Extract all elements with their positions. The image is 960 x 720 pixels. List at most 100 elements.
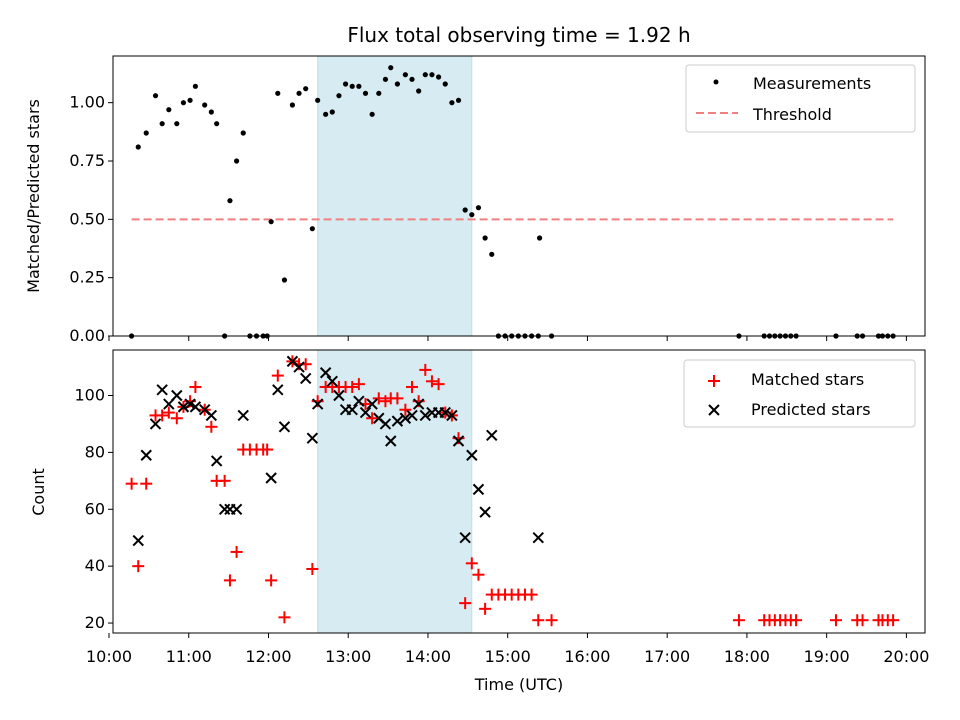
predicted-star-point bbox=[419, 409, 432, 422]
measurement-point bbox=[475, 205, 482, 211]
measurement-point bbox=[159, 121, 165, 127]
matched-star-point bbox=[189, 380, 202, 393]
measurement-point bbox=[240, 130, 246, 136]
legend-label-measurements: Measurements bbox=[753, 74, 871, 93]
matched-star-point bbox=[230, 545, 243, 558]
matched-star-point bbox=[856, 614, 869, 627]
predicted-star-point bbox=[311, 398, 324, 410]
measurement-point bbox=[349, 83, 355, 89]
predicted-star-point bbox=[299, 372, 312, 385]
matched-star-point bbox=[829, 614, 842, 627]
matched-star-point bbox=[459, 597, 472, 610]
matched-star-point bbox=[545, 614, 558, 627]
matched-star-point bbox=[125, 477, 138, 490]
y-tick-label: 1.00 bbox=[69, 93, 105, 112]
matched-star-point bbox=[732, 614, 745, 627]
predicted-star-point bbox=[184, 398, 196, 410]
measurement-point bbox=[268, 219, 274, 225]
plot-frame bbox=[112, 55, 926, 337]
measurement-point bbox=[214, 121, 220, 127]
predicted-star-point bbox=[326, 375, 338, 387]
measurement-point bbox=[309, 226, 315, 232]
predicted-star-point bbox=[333, 389, 345, 402]
legend-label-predicted: Predicted stars bbox=[751, 400, 871, 419]
legend: Matched stars Predicted stars bbox=[683, 359, 916, 428]
predicted-star-point bbox=[278, 421, 291, 433]
measurement-point bbox=[323, 111, 329, 117]
measurement-point bbox=[208, 109, 214, 115]
legend-box bbox=[683, 359, 916, 428]
plot-frame bbox=[112, 349, 926, 634]
predicted-star-point bbox=[189, 401, 202, 413]
measurement-point bbox=[296, 90, 302, 96]
x-tick-label: 15:00 bbox=[485, 647, 531, 666]
predicted-star-point bbox=[171, 389, 183, 402]
predicted-star-point bbox=[265, 472, 277, 484]
matched-star-point bbox=[223, 574, 236, 587]
matched-star-point bbox=[399, 403, 412, 416]
measurement-point bbox=[152, 93, 159, 99]
predicted-star-point bbox=[452, 435, 465, 447]
measurement-point bbox=[449, 100, 455, 106]
matched-star-point bbox=[479, 602, 492, 615]
y-tick-label: 0.00 bbox=[69, 326, 105, 345]
matched-star-point bbox=[352, 378, 365, 391]
y-axis-ticks: 20 40 60 80 100 bbox=[74, 386, 113, 632]
matched-star-point bbox=[391, 392, 404, 405]
measurement-point bbox=[329, 109, 335, 115]
x-tick-label: 17:00 bbox=[644, 647, 690, 666]
matched-star-point bbox=[278, 611, 291, 624]
predicted-star-point bbox=[177, 401, 190, 413]
measurement-point bbox=[429, 72, 435, 78]
x-axis-label: Time (UTC) bbox=[474, 675, 563, 694]
predicted-star-point bbox=[366, 398, 378, 410]
predicted-star-point bbox=[272, 384, 284, 396]
legend-marker-matched bbox=[708, 375, 720, 387]
x-tick-label: 20:00 bbox=[883, 647, 929, 666]
bottom-panel: 20 40 60 80 100 10:00 11:00 12:00 13:00 14:00 15:… bbox=[29, 349, 929, 694]
measurement-point bbox=[187, 97, 193, 103]
measurement-point bbox=[180, 100, 187, 106]
matched-star-point bbox=[306, 563, 319, 576]
legend-marker-predicted bbox=[708, 404, 720, 416]
y-axis-label: Matched/Predicted stars bbox=[24, 99, 43, 293]
measurement-point bbox=[388, 65, 394, 71]
measurement-point bbox=[382, 76, 389, 82]
predicted-star-point bbox=[466, 449, 478, 461]
plot-marks bbox=[125, 355, 900, 627]
x-axis-ticks bbox=[108, 336, 907, 341]
y-tick-label: 60 bbox=[85, 499, 105, 518]
highlight-span bbox=[317, 349, 473, 634]
predicted-star-point bbox=[399, 412, 412, 424]
x-tick-label: 18:00 bbox=[724, 647, 770, 666]
measurement-point bbox=[536, 235, 543, 241]
predicted-star-point bbox=[532, 532, 544, 544]
predicted-star-point bbox=[353, 395, 365, 407]
x-tick-label: 10:00 bbox=[86, 647, 132, 666]
x-tick-label: 11:00 bbox=[166, 647, 212, 666]
top-panel: Flux total observing time = 1.92 h 0.000… bbox=[24, 23, 926, 345]
measurement-point bbox=[356, 83, 362, 89]
matched-star-point bbox=[265, 574, 278, 587]
measurement-point bbox=[336, 93, 342, 99]
predicted-star-point bbox=[486, 429, 498, 442]
predicted-star-point bbox=[132, 534, 144, 547]
matched-star-point bbox=[525, 588, 538, 601]
measurement-point bbox=[394, 81, 400, 87]
measurement-point bbox=[482, 235, 488, 241]
predicted-star-point bbox=[237, 409, 249, 422]
matched-star-point bbox=[790, 614, 803, 627]
matched-star-point bbox=[379, 395, 392, 408]
matched-star-point bbox=[425, 375, 438, 388]
measurement-point bbox=[143, 130, 149, 136]
matched-star-point bbox=[261, 443, 274, 456]
x-tick-label: 16:00 bbox=[564, 647, 610, 666]
measurement-point bbox=[275, 90, 281, 96]
predicted-star-point bbox=[459, 532, 471, 544]
predicted-star-point bbox=[306, 432, 319, 444]
measurement-point bbox=[469, 212, 475, 218]
matched-star-point bbox=[887, 614, 900, 627]
predicted-star-point bbox=[479, 506, 491, 518]
matched-star-point bbox=[170, 412, 183, 425]
